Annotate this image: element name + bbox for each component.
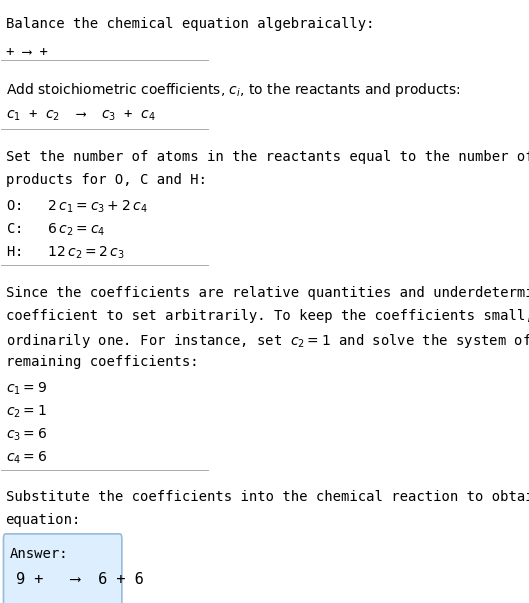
Text: $c_1$ + $c_2$  ⟶  $c_3$ + $c_4$: $c_1$ + $c_2$ ⟶ $c_3$ + $c_4$	[5, 109, 155, 123]
Text: $c_3 = 6$: $c_3 = 6$	[5, 426, 47, 443]
Text: equation:: equation:	[5, 513, 81, 528]
Text: H:   $12\,c_2 = 2\,c_3$: H: $12\,c_2 = 2\,c_3$	[5, 245, 124, 261]
Text: Balance the chemical equation algebraically:: Balance the chemical equation algebraica…	[5, 17, 374, 31]
Text: products for O, C and H:: products for O, C and H:	[5, 173, 206, 187]
Text: Answer:: Answer:	[10, 547, 68, 561]
Text: $c_1 = 9$: $c_1 = 9$	[5, 380, 47, 397]
Text: $c_2 = 1$: $c_2 = 1$	[5, 403, 47, 420]
FancyBboxPatch shape	[4, 534, 122, 603]
Text: ordinarily one. For instance, set $c_2 = 1$ and solve the system of equations fo: ordinarily one. For instance, set $c_2 =…	[5, 332, 529, 350]
Text: C:   $6\,c_2 = c_4$: C: $6\,c_2 = c_4$	[5, 221, 105, 238]
Text: Since the coefficients are relative quantities and underdetermined, choose a: Since the coefficients are relative quan…	[5, 286, 529, 300]
Text: 9 +   ⟶  6 + 6: 9 + ⟶ 6 + 6	[16, 572, 144, 587]
Text: O:   $2\,c_1 = c_3 + 2\,c_4$: O: $2\,c_1 = c_3 + 2\,c_4$	[5, 198, 147, 215]
Text: $c_4 = 6$: $c_4 = 6$	[5, 449, 47, 466]
Text: remaining coefficients:: remaining coefficients:	[5, 355, 198, 368]
Text: + ⟶ +: + ⟶ +	[5, 45, 48, 59]
Text: Set the number of atoms in the reactants equal to the number of atoms in the: Set the number of atoms in the reactants…	[5, 150, 529, 164]
Text: Add stoichiometric coefficients, $c_i$, to the reactants and products:: Add stoichiometric coefficients, $c_i$, …	[5, 81, 460, 99]
Text: Substitute the coefficients into the chemical reaction to obtain the balanced: Substitute the coefficients into the che…	[5, 490, 529, 504]
Text: coefficient to set arbitrarily. To keep the coefficients small, the arbitrary va: coefficient to set arbitrarily. To keep …	[5, 309, 529, 323]
